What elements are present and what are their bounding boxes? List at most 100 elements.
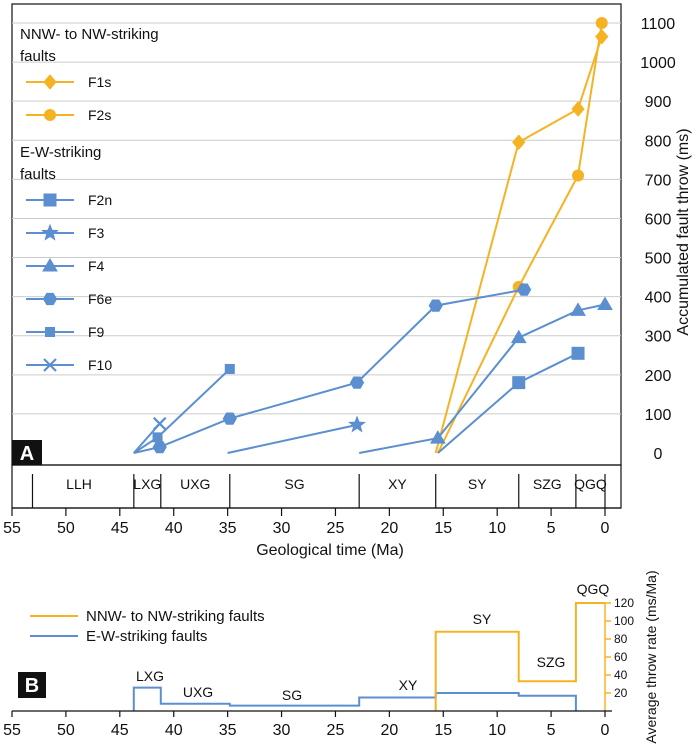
step-line-ew <box>132 686 577 711</box>
stage-label-sy: SY <box>468 476 487 492</box>
panel-b-x-tick-label: 0 <box>601 722 610 739</box>
stage-label-uxg: UXG <box>180 476 210 492</box>
panel-b-x-tick-label: 20 <box>380 722 398 739</box>
panel-b-x-tick-label: 55 <box>3 722 21 739</box>
series-line-f2s <box>437 22 603 454</box>
legend-label-f6e: F6e <box>88 291 112 307</box>
time-axis-tick-label: 20 <box>380 520 398 537</box>
time-axis-label: Geological time (Ma) <box>256 542 404 559</box>
panel-b-y-tick-label: 120 <box>614 596 634 610</box>
data-point-f6e <box>222 412 237 425</box>
legend-label-f2n: F2n <box>88 192 112 208</box>
time-axis-tick-label: 0 <box>601 520 610 537</box>
stage-label-lxg: LXG <box>133 476 161 492</box>
series-line-f1s <box>434 36 603 454</box>
legend-label-f9: F9 <box>88 324 105 340</box>
panel-a-y-tick-label: 400 <box>645 290 672 307</box>
data-point-f2n <box>512 376 526 390</box>
legend-marker-f1s <box>43 74 57 90</box>
data-point-f6e <box>428 299 443 312</box>
panel-a-y-tick-label: 200 <box>645 368 672 385</box>
panel-b-y-tick-label: 60 <box>614 650 628 664</box>
panel-a-y-tick-label: 0 <box>654 446 663 463</box>
data-point-f6e <box>517 283 532 296</box>
panel-b-label-box <box>18 672 46 698</box>
panel-a-series <box>133 17 613 454</box>
panel-a-label: A <box>20 443 34 465</box>
series-f6e <box>133 283 532 454</box>
legend-label-nnw-nw: NNW- to NW-striking faults <box>86 608 265 625</box>
series-line-f4 <box>359 303 606 454</box>
panel-b-y-tick-label: 40 <box>614 668 628 682</box>
time-axis-tick-label: 25 <box>327 520 345 537</box>
legend-marker-f10 <box>43 358 57 372</box>
panel-a-y-tick-label: 1000 <box>640 55 676 72</box>
stage-label-xy: XY <box>388 476 407 492</box>
data-point-f4 <box>430 430 446 444</box>
panel-a-label-box <box>12 440 42 465</box>
data-point-f10 <box>152 416 167 431</box>
legend-marker-f4 <box>42 258 58 272</box>
series-f1s <box>434 28 609 454</box>
data-point-f1s <box>571 101 585 117</box>
series-f10 <box>133 416 167 454</box>
panel-b-legend: NNW- to NW-striking faults E-W-striking f… <box>30 608 265 645</box>
panel-a: 0 100 200 300 400 500 600 700 800 900 1000 1100 Acc… <box>11 3 692 466</box>
series-f4 <box>359 296 613 454</box>
legend-marker-f2s <box>44 109 56 121</box>
panel-b-y-tick-label: 80 <box>614 632 628 646</box>
panel-b-x-tick-label: 50 <box>57 722 75 739</box>
series-f2n <box>437 346 585 454</box>
time-axis-tick-label: 15 <box>434 520 452 537</box>
data-point-f1s <box>512 134 526 150</box>
data-point-f9 <box>224 363 235 374</box>
time-axis-tick-label: 30 <box>273 520 291 537</box>
data-point-f1s <box>595 28 609 45</box>
panel-b-x-tick-label: 40 <box>165 722 183 739</box>
legend-group-title: NNW- to NW-striking faults <box>20 26 159 65</box>
series-f3 <box>227 415 366 454</box>
stage-bar-frame <box>11 464 622 509</box>
stage-label-qgq: QGQ <box>574 476 607 492</box>
panel-b-stage-label-sy: SY <box>473 611 492 627</box>
panel-b-x-tick-label: 25 <box>327 722 345 739</box>
time-axis-tick-label: 50 <box>57 520 75 537</box>
legend-label-f3: F3 <box>88 225 105 241</box>
data-point-f2n <box>571 346 585 360</box>
panel-a-y-tick-label: 1100 <box>641 16 676 33</box>
time-axis-tick-label: 45 <box>111 520 129 537</box>
time-axis: 55 50 45 40 35 30 25 20 15 10 5 0 <box>3 507 621 537</box>
legend-group-title: E-W-striking faults <box>20 144 101 183</box>
panel-a-y-tick-label: 800 <box>645 133 672 150</box>
panel-b-x-tick-label: 30 <box>273 722 291 739</box>
panel-b-x-tick-label: 35 <box>219 722 237 739</box>
panel-b: NNW- to NW-striking faults E-W-striking f… <box>3 570 659 743</box>
panel-a-y-axis-label: Accumulated fault throw (ms) <box>675 128 692 335</box>
panel-b-x-tick-label: 10 <box>488 722 506 739</box>
data-point-f9 <box>152 432 163 443</box>
panel-a-y-tick-label: 500 <box>645 251 672 268</box>
panel-b-stage-label-xy: XY <box>399 677 418 693</box>
data-point-f4 <box>597 296 613 310</box>
legend-group-title-line: NNW- to NW-striking <box>20 26 159 43</box>
stage-bar: LLH LXG UXG SG XY SY SZG QGQ <box>11 464 622 509</box>
data-point-f2s <box>595 17 608 29</box>
stage-label-llh: LLH <box>66 476 92 492</box>
legend-label-f1s: F1s <box>88 74 111 90</box>
panel-b-y-axis-label: Average throw rate (ms/Ma) <box>643 570 659 743</box>
series-line-f3 <box>227 423 358 454</box>
panel-a-y-tick-label: 100 <box>645 407 672 424</box>
step-line-nnw-nw <box>434 602 605 711</box>
stage-label-szg: SZG <box>533 476 562 492</box>
data-point-f6e <box>152 441 167 454</box>
legend-marker-f3 <box>41 223 59 241</box>
legend-group-title-line: faults <box>20 166 56 183</box>
legend-group-title-line: faults <box>20 48 56 65</box>
panel-b-x-tick-label: 15 <box>434 722 452 739</box>
data-point-f2s <box>572 169 585 182</box>
panel-a-y-tick-label: 900 <box>645 94 672 111</box>
time-axis-tick-label: 40 <box>165 520 183 537</box>
legend-label-f10: F10 <box>88 357 112 373</box>
data-point-f6e <box>349 376 365 389</box>
